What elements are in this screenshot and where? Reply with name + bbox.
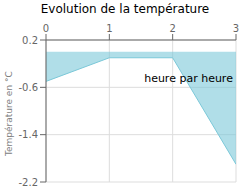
svg-text:heure par heure: heure par heure xyxy=(144,72,233,85)
svg-text:0.2: 0.2 xyxy=(22,35,38,46)
svg-text:1: 1 xyxy=(106,23,112,34)
html-text:Evolution de la température: Evolution de la température xyxy=(40,2,210,16)
svg-text:Température en °C: Température en °C xyxy=(8,71,14,157)
svg-text:-0.6: -0.6 xyxy=(18,82,38,93)
svg-text:-2.2: -2.2 xyxy=(18,177,38,188)
svg-text:-1.4: -1.4 xyxy=(18,129,38,140)
svg-text:2: 2 xyxy=(169,23,175,34)
svg-text:3: 3 xyxy=(233,23,239,34)
svg-text:0: 0 xyxy=(43,23,49,34)
